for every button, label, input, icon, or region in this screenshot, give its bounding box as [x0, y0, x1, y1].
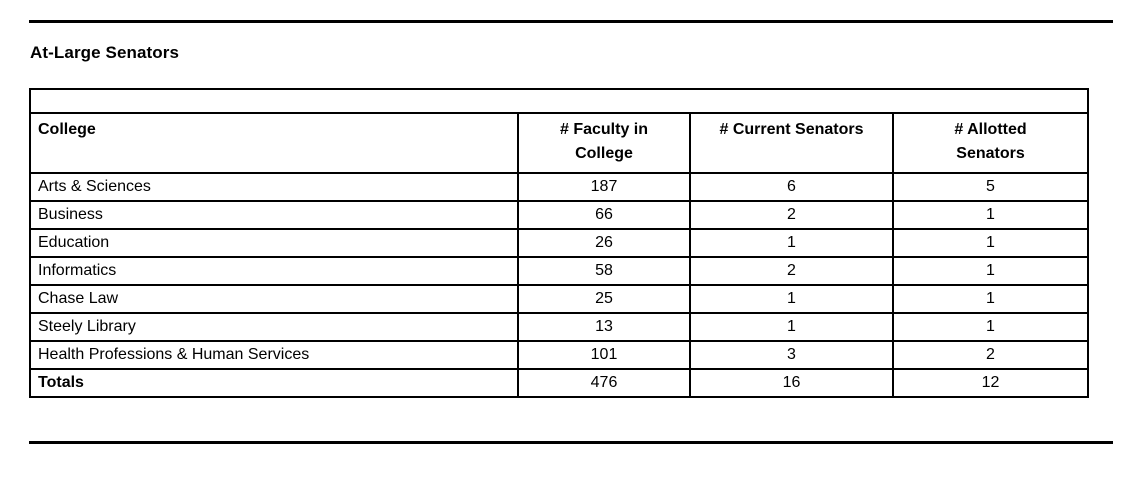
- current-senators-count: 2: [689, 256, 894, 286]
- current-senators-count: 2: [689, 200, 894, 230]
- table-row: Informatics 58 2 1: [29, 256, 1089, 286]
- table-row: Steely Library 13 1 1: [29, 312, 1089, 342]
- allotted-senators-count: 1: [892, 284, 1089, 314]
- faculty-count: 101: [517, 340, 691, 370]
- top-horizontal-rule: [29, 20, 1113, 23]
- totals-current-senators-count: 16: [689, 368, 894, 398]
- college-name: Arts & Sciences: [29, 172, 519, 202]
- empty-cell: [29, 88, 1089, 114]
- totals-faculty-count: 476: [517, 368, 691, 398]
- current-senators-count: 1: [689, 228, 894, 258]
- bottom-horizontal-rule: [29, 441, 1113, 444]
- table-header-row: College # Faculty in College # Current S…: [29, 112, 1089, 174]
- header-allotted-senators: # Allotted Senators: [892, 112, 1089, 174]
- totals-row: Totals 476 16 12: [29, 368, 1089, 398]
- table-row: Arts & Sciences 187 6 5: [29, 172, 1089, 202]
- faculty-count: 13: [517, 312, 691, 342]
- current-senators-count: 1: [689, 284, 894, 314]
- empty-merged-row: [29, 88, 1089, 114]
- totals-allotted-senators-count: 12: [892, 368, 1089, 398]
- table-row: Business 66 2 1: [29, 200, 1089, 230]
- current-senators-count: 1: [689, 312, 894, 342]
- college-name: Health Professions & Human Services: [29, 340, 519, 370]
- allotted-senators-count: 1: [892, 200, 1089, 230]
- header-college: College: [29, 112, 519, 174]
- faculty-count: 25: [517, 284, 691, 314]
- college-name: Business: [29, 200, 519, 230]
- allotted-senators-count: 1: [892, 228, 1089, 258]
- at-large-senators-table: College # Faculty in College # Current S…: [29, 88, 1089, 398]
- college-name: Steely Library: [29, 312, 519, 342]
- header-faculty-in-college: # Faculty in College: [517, 112, 691, 174]
- table-row: Chase Law 25 1 1: [29, 284, 1089, 314]
- allotted-senators-count: 5: [892, 172, 1089, 202]
- table-row: Education 26 1 1: [29, 228, 1089, 258]
- faculty-count: 26: [517, 228, 691, 258]
- allotted-senators-count: 2: [892, 340, 1089, 370]
- college-name: Education: [29, 228, 519, 258]
- college-name: Chase Law: [29, 284, 519, 314]
- current-senators-count: 6: [689, 172, 894, 202]
- faculty-count: 66: [517, 200, 691, 230]
- faculty-count: 187: [517, 172, 691, 202]
- faculty-count: 58: [517, 256, 691, 286]
- page-title: At-Large Senators: [30, 43, 180, 62]
- totals-label: Totals: [29, 368, 519, 398]
- allotted-senators-count: 1: [892, 256, 1089, 286]
- header-current-senators: # Current Senators: [689, 112, 894, 174]
- allotted-senators-count: 1: [892, 312, 1089, 342]
- table-row: Health Professions & Human Services 101 …: [29, 340, 1089, 370]
- college-name: Informatics: [29, 256, 519, 286]
- current-senators-count: 3: [689, 340, 894, 370]
